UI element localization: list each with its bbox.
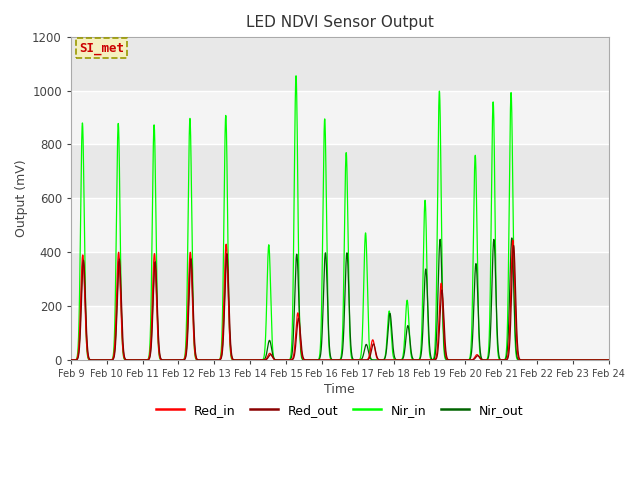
Bar bbox=[71, 306, 609, 360]
Bar bbox=[71, 91, 609, 144]
X-axis label: Time: Time bbox=[324, 383, 355, 396]
Text: SI_met: SI_met bbox=[79, 42, 124, 55]
Title: LED NDVI Sensor Output: LED NDVI Sensor Output bbox=[246, 15, 434, 30]
Y-axis label: Output (mV): Output (mV) bbox=[15, 159, 28, 237]
Legend: Red_in, Red_out, Nir_in, Nir_out: Red_in, Red_out, Nir_in, Nir_out bbox=[151, 399, 529, 421]
Bar bbox=[71, 198, 609, 252]
